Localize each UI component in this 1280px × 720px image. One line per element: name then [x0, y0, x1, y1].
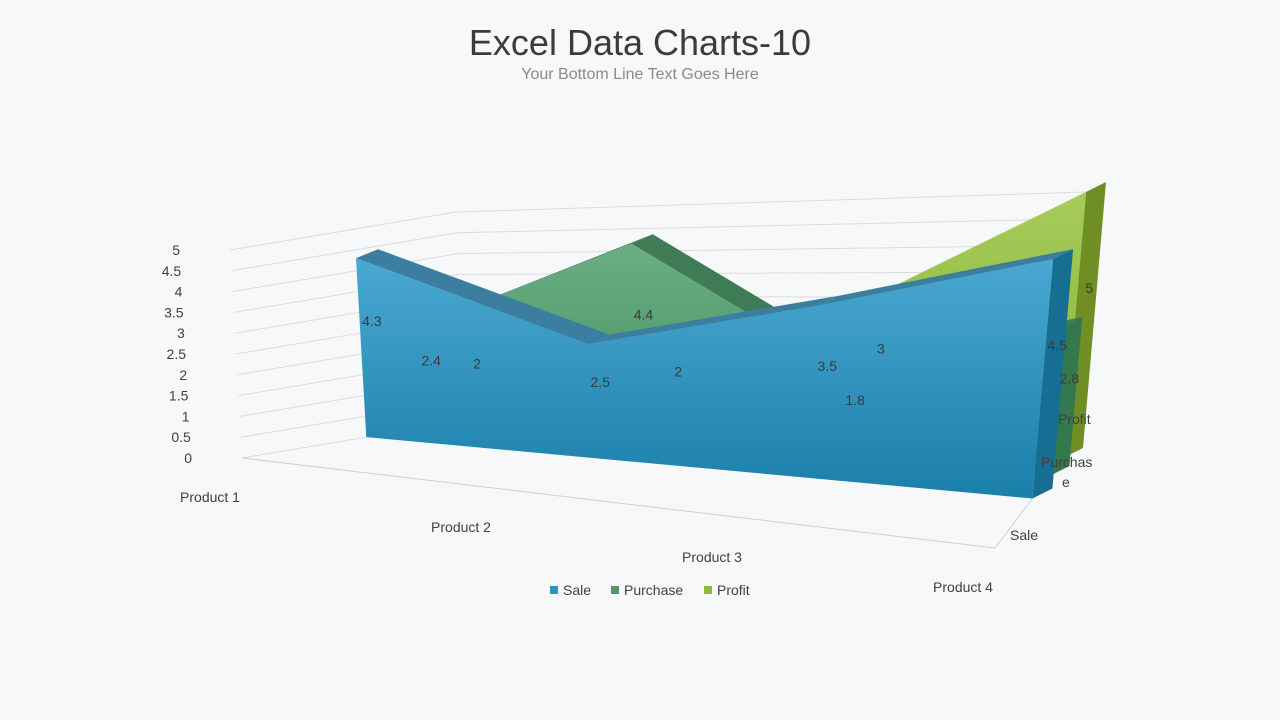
data-label: 2.8	[1060, 371, 1080, 387]
data-label: 2	[674, 363, 682, 379]
legend-swatch	[704, 586, 712, 594]
data-label: 1.8	[845, 392, 865, 408]
x-tick-label: Product 1	[180, 489, 240, 505]
y-tick-label: 0.5	[171, 429, 191, 445]
series-top-face	[588, 295, 839, 344]
data-label: 5	[1085, 280, 1093, 296]
gridline	[229, 191, 1087, 251]
y-tick-label: 2	[179, 367, 187, 383]
legend-item-profit: Profit	[704, 582, 750, 598]
chart-axes: 0 0.5 1 1.5 2 2.5 3 3.5 4 4.5 5 Product 1 Product 2 P…	[162, 242, 1093, 595]
x-tick-label: Product 4	[933, 579, 993, 595]
data-label: 3	[877, 341, 885, 357]
depth-axis-label: Purchas e	[1041, 454, 1092, 490]
gridline	[231, 218, 1084, 272]
legend-label: Profit	[717, 582, 750, 598]
chart-data-labels: 4.3 2.5 3.5 4.5 2.4 4.4 1.8 2.8 2 2 3 5	[362, 280, 1093, 408]
y-tick-label: 4.5	[162, 263, 182, 279]
y-tick-label: 2.5	[167, 346, 187, 362]
data-label: 2	[473, 355, 481, 371]
data-label: 4.3	[362, 313, 382, 329]
y-tick-label: 5	[172, 242, 180, 258]
y-tick-label: 3	[177, 325, 185, 341]
x-tick-label: Product 3	[682, 549, 742, 565]
chart-legend: Sale Purchase Profit	[550, 582, 750, 598]
depth-axis-label: Profit	[1058, 411, 1091, 427]
data-label: 3.5	[818, 358, 838, 374]
gridline	[233, 271, 1080, 313]
x-tick-label: Product 2	[431, 519, 491, 535]
series-side-face	[1032, 249, 1074, 499]
data-label: 2.5	[590, 374, 610, 390]
series-top-face	[356, 249, 610, 344]
y-tick-label: 4	[175, 284, 183, 300]
y-tick-label: 1	[182, 408, 190, 424]
legend-swatch	[611, 586, 619, 594]
data-label: 2.4	[421, 353, 441, 369]
legend-swatch	[550, 586, 558, 594]
chart-title: Excel Data Charts-10	[468, 22, 812, 63]
depth-axis-label: Sale	[1010, 527, 1038, 543]
floor-front-edge	[241, 457, 996, 549]
gridline	[232, 244, 1082, 293]
series-side-face	[1049, 317, 1083, 476]
data-label: 4.5	[1047, 337, 1067, 353]
chart-series-areas	[356, 182, 1106, 499]
y-tick-label: 1.5	[169, 388, 189, 404]
series-front-face	[356, 258, 1054, 499]
legend-item-sale: Sale	[550, 582, 591, 598]
series-sale	[356, 249, 1074, 499]
chart-subtitle: Your Bottom Line Text Goes Here	[521, 66, 759, 83]
data-label: 4.4	[634, 307, 654, 323]
legend-item-purchase: Purchase	[611, 582, 683, 598]
y-tick-label: 3.5	[164, 304, 184, 320]
y-tick-label: 0	[184, 450, 192, 466]
series-top-face	[818, 249, 1074, 306]
legend-label: Sale	[563, 582, 591, 598]
legend-label: Purchase	[624, 582, 683, 598]
